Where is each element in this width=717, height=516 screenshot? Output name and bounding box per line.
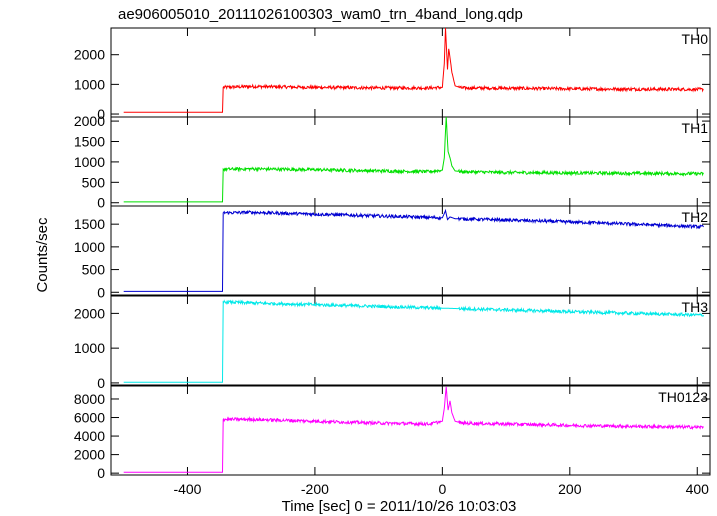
x-tick-label: -400 xyxy=(173,481,201,497)
y-axis-label: Counts/sec xyxy=(34,217,51,293)
figure-title: ae906005010_20111026100303_wam0_trn_4ban… xyxy=(118,6,523,23)
panel-label: TH0 xyxy=(682,31,709,47)
y-tick-label: 1500 xyxy=(74,133,105,149)
panel-th0123: 0 2000 4000 6000 8000 TH0123 xyxy=(74,385,711,481)
series-line-th0 xyxy=(123,27,704,113)
y-tick-label: 4000 xyxy=(74,428,105,444)
y-tick-label: 0 xyxy=(97,375,105,391)
y-tick-label: 0 xyxy=(97,284,105,300)
y-tick-label: 0 xyxy=(97,465,105,481)
y-tick-label: 1000 xyxy=(74,154,105,170)
x-axis-label: Time [sec] 0 = 2011/10/26 10:03:03 xyxy=(282,498,517,515)
panel-frame xyxy=(110,205,711,296)
x-tick-label: 200 xyxy=(558,481,582,497)
panel-label: TH0123 xyxy=(658,389,708,405)
y-tick-label: 1500 xyxy=(74,216,105,232)
y-tick-label: 500 xyxy=(82,262,106,278)
y-tick-label: 8000 xyxy=(74,391,105,407)
y-tick-label: 0 xyxy=(97,106,105,122)
y-tick-label: 0 xyxy=(97,195,105,211)
panel-label: TH1 xyxy=(682,120,709,136)
series-line-th0123 xyxy=(123,386,704,473)
x-tick-label: 400 xyxy=(686,481,710,497)
y-tick-label: 1000 xyxy=(74,340,105,356)
y-tick-label: 2000 xyxy=(74,305,105,321)
panel-frame xyxy=(110,27,711,118)
series-line-th2 xyxy=(123,208,704,292)
y-tick-label: 2000 xyxy=(74,47,105,63)
y-tick-label: 500 xyxy=(82,174,106,190)
y-tick-label: 1000 xyxy=(74,76,105,92)
panel-frame xyxy=(110,116,711,207)
y-tick-label: 1000 xyxy=(74,239,105,255)
panel-th2: 0 500 1000 1500 TH2 xyxy=(74,205,711,300)
x-tick-label: 0 xyxy=(438,481,446,497)
x-tick-label: -200 xyxy=(301,481,329,497)
series-line-th3 xyxy=(123,299,705,383)
panels-group: 0 1000 2000 TH0 0 500 1000 1500 2000 TH1 0 500 1000 1… xyxy=(74,27,711,481)
panel-frame xyxy=(110,295,711,386)
panel-th0: 0 1000 2000 TH0 xyxy=(74,27,711,122)
y-tick-label: 6000 xyxy=(74,410,105,426)
panel-label: TH2 xyxy=(682,209,709,225)
y-tick-label: 2000 xyxy=(74,113,105,129)
y-tick-label: 2000 xyxy=(74,447,105,463)
panel-label: TH3 xyxy=(682,299,709,315)
series-line-th1 xyxy=(123,116,704,203)
x-tick-labels: -400 -200 0 200 400 xyxy=(173,481,709,497)
panel-th3: 0 1000 2000 TH3 xyxy=(74,295,711,391)
panel-frame xyxy=(110,385,711,476)
panel-th1: 0 500 1000 1500 2000 TH1 xyxy=(74,113,711,211)
